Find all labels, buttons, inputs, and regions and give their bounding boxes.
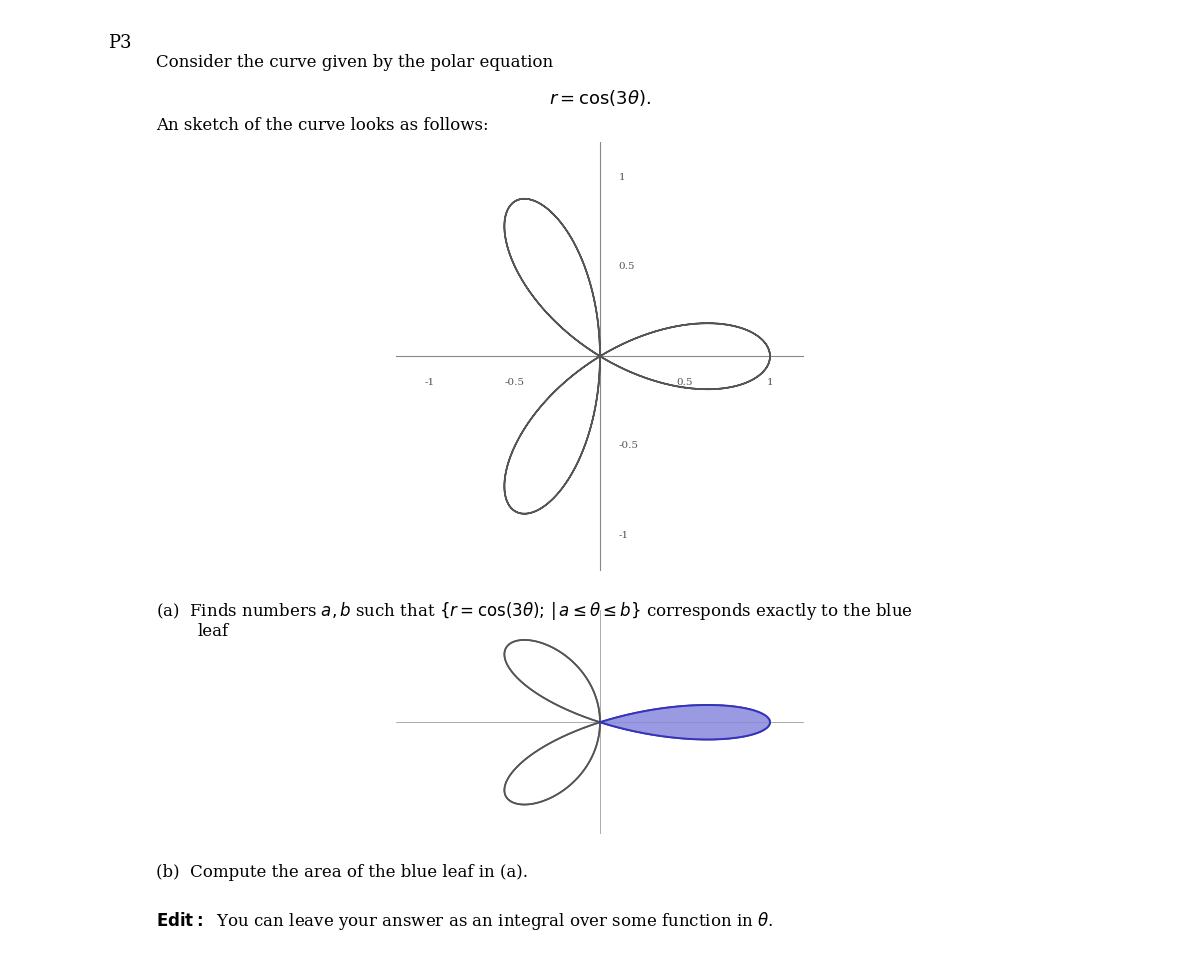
Text: $r = \cos(3\theta).$: $r = \cos(3\theta).$ bbox=[548, 88, 652, 107]
Text: -0.5: -0.5 bbox=[619, 441, 638, 450]
Text: -1: -1 bbox=[619, 531, 629, 540]
Text: 0.5: 0.5 bbox=[677, 378, 694, 386]
Text: 1: 1 bbox=[767, 378, 773, 386]
Text: 1: 1 bbox=[619, 173, 625, 182]
Text: $\mathbf{Edit:}$  You can leave your answer as an integral over some function in: $\mathbf{Edit:}$ You can leave your answ… bbox=[156, 910, 774, 932]
Text: Consider the curve given by the polar equation: Consider the curve given by the polar eq… bbox=[156, 54, 553, 70]
Text: (b)  Compute the area of the blue leaf in (a).: (b) Compute the area of the blue leaf in… bbox=[156, 864, 528, 880]
Text: P3: P3 bbox=[108, 34, 132, 52]
Text: -0.5: -0.5 bbox=[505, 378, 526, 386]
Text: An sketch of the curve looks as follows:: An sketch of the curve looks as follows: bbox=[156, 117, 488, 134]
Text: (a)  Finds numbers $a, b$ such that $\{r = \cos(3\theta);\,|\, a \leq \theta \le: (a) Finds numbers $a, b$ such that $\{r … bbox=[156, 600, 913, 623]
Text: leaf: leaf bbox=[198, 623, 229, 639]
Polygon shape bbox=[600, 705, 770, 740]
Text: -1: -1 bbox=[425, 378, 436, 386]
Text: 0.5: 0.5 bbox=[619, 263, 635, 271]
